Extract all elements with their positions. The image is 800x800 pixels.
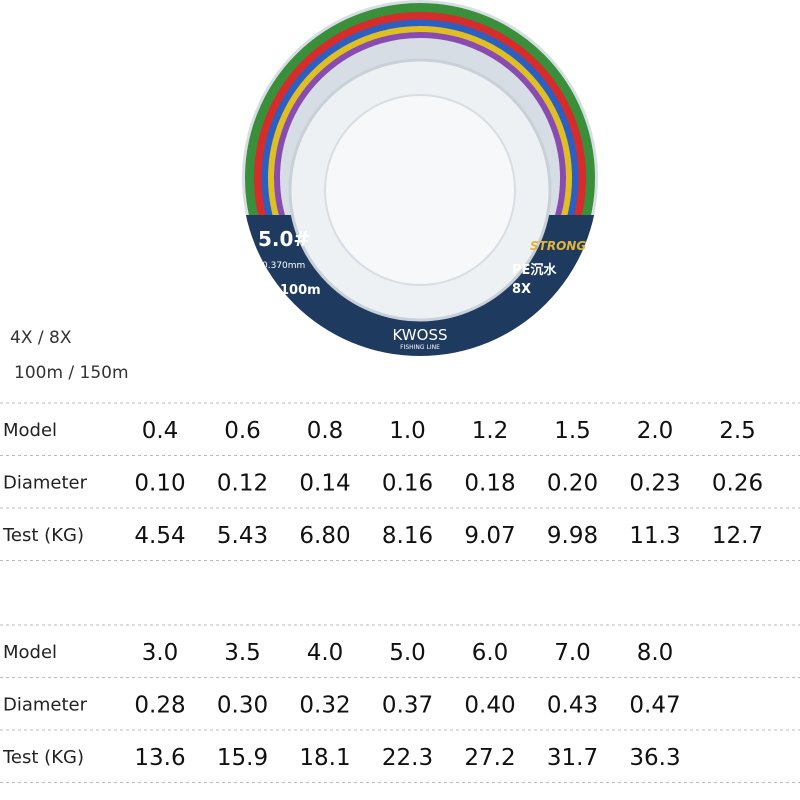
spool-diameter: 0.370mm: [262, 261, 305, 271]
cell: 6.0: [472, 640, 509, 666]
cell: 31.7: [547, 745, 598, 771]
brand-sub: FISHING LINE: [400, 344, 440, 351]
cell: 0.10: [134, 471, 185, 497]
cell: 27.2: [464, 745, 515, 771]
spool: 5.0# 0.370mm 100m STRONG PE沉水 8X KWOSS F…: [242, 0, 598, 356]
cell: 9.98: [547, 523, 598, 549]
cell: 11.3: [629, 523, 680, 549]
cell: 0.30: [217, 693, 268, 719]
cell: 0.14: [299, 471, 350, 497]
cell: 5.0: [389, 640, 426, 666]
cell: 4.0: [307, 640, 344, 666]
cell: 15.9: [217, 745, 268, 771]
option: 4X / 8X: [10, 328, 72, 348]
cell: 3.0: [142, 640, 179, 666]
cell: 36.3: [629, 745, 680, 771]
cell: 13.6: [134, 745, 185, 771]
spool-size: 5.0#: [258, 227, 310, 251]
cell: 0.6: [224, 418, 261, 444]
brand: KWOSS: [393, 326, 448, 344]
cell: 0.26: [712, 471, 763, 497]
cell: 1.0: [389, 418, 426, 444]
cell: 5.43: [217, 523, 268, 549]
cell: 0.32: [299, 693, 350, 719]
cell: 22.3: [382, 745, 433, 771]
row-label: Test (KG): [2, 747, 84, 768]
cell: 8.0: [637, 640, 674, 666]
cell: 1.5: [554, 418, 591, 444]
spool-type: PE沉水: [512, 262, 557, 278]
cell: 0.20: [547, 471, 598, 497]
row-label: Model: [3, 642, 57, 663]
cell: 1.2: [472, 418, 509, 444]
spool-tag: STRONG: [530, 239, 586, 253]
row-label: Diameter: [3, 695, 88, 716]
spool-weave: 8X: [512, 282, 531, 297]
option: 100m / 150m: [14, 363, 129, 383]
row-label: Diameter: [3, 473, 88, 494]
cell: 0.16: [382, 471, 433, 497]
cell: 12.7: [712, 523, 763, 549]
cell: 0.43: [547, 693, 598, 719]
cell: 0.37: [382, 693, 433, 719]
cell: 18.1: [299, 745, 350, 771]
cell: 0.12: [217, 471, 268, 497]
cell: 8.16: [382, 523, 433, 549]
cell: 6.80: [299, 523, 350, 549]
cell: 4.54: [134, 523, 185, 549]
tables: Model 0.4 0.6 0.8 1.0 1.2 1.5 2.0 2.5 Diameter 0.1…: [0, 402, 800, 783]
cell: 7.0: [554, 640, 591, 666]
cell: 0.4: [142, 418, 179, 444]
cell: 2.0: [637, 418, 674, 444]
cell: 0.23: [629, 471, 680, 497]
cell: 0.8: [307, 418, 344, 444]
spool-length: 100m: [280, 283, 321, 298]
cell: 9.07: [464, 523, 515, 549]
cell: 0.47: [629, 693, 680, 719]
cell: 3.5: [224, 640, 261, 666]
cell: 0.18: [464, 471, 515, 497]
row-label: Test (KG): [2, 525, 84, 546]
cell: 0.40: [464, 693, 515, 719]
cell: 0.28: [134, 693, 185, 719]
cell: 2.5: [719, 418, 756, 444]
row-label: Model: [3, 420, 57, 441]
